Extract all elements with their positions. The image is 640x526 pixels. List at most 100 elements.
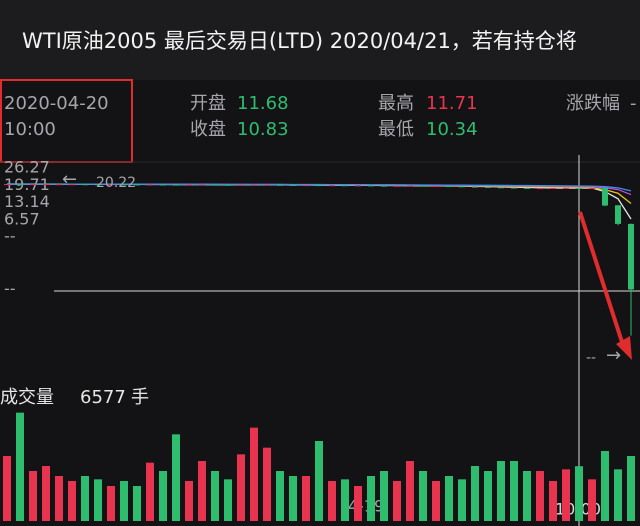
candle-body [394, 185, 400, 187]
candle-body [433, 185, 439, 187]
min-marker-label: -- [586, 350, 596, 366]
volume-bar [588, 479, 596, 521]
volume-bar [315, 441, 323, 521]
volume-bar [276, 471, 284, 521]
volume-bar [16, 412, 24, 521]
volume-bar [523, 471, 531, 521]
price-tick-label: 26.27 [4, 158, 50, 177]
candle-body [615, 205, 621, 224]
volume-bar [419, 471, 427, 521]
candle-body [134, 184, 140, 186]
annotation-arrow [578, 211, 624, 343]
volume-bar [341, 479, 349, 521]
candle-body [576, 187, 582, 189]
volume-bar [172, 434, 180, 521]
candle-body [589, 188, 595, 190]
price-tick-label: 6.57 [4, 209, 40, 228]
candle-body [17, 184, 23, 186]
candle-body [537, 188, 543, 190]
candle-body [251, 184, 257, 186]
candle-body [446, 186, 452, 188]
annotation-arrowhead [616, 336, 632, 360]
price-tick-label: -- [4, 279, 16, 298]
volume-bar [393, 481, 401, 521]
candle-body [43, 184, 49, 186]
volume-bar [81, 476, 89, 521]
candle-body [290, 184, 296, 186]
volume-bar [406, 461, 414, 521]
volume-bar [471, 466, 479, 521]
volume-value: 6577 [80, 387, 126, 408]
volume-bar [159, 471, 167, 521]
volume-bar [562, 469, 570, 521]
volume-bar [29, 471, 37, 521]
quote-time: 10:00 [4, 119, 56, 140]
volume-bar [497, 461, 505, 521]
volume-bar [484, 471, 492, 521]
moving-average-line [7, 183, 632, 192]
min-marker-arrow: → [606, 345, 621, 366]
candle-body [4, 184, 10, 186]
volume-bar [354, 486, 362, 521]
volume-label: 成交量 [0, 387, 54, 408]
time-label: 4-19 [348, 497, 384, 516]
candle-body [316, 185, 322, 187]
candle-body [56, 184, 62, 186]
volume-bar [627, 456, 635, 521]
candle-body [277, 184, 283, 186]
candle-body [485, 186, 491, 188]
candle-body [329, 185, 335, 187]
low-value: 10.34 [426, 119, 478, 140]
volume-bar [614, 469, 622, 521]
volume-bar [289, 476, 297, 521]
close-value: 10.83 [237, 119, 289, 140]
volume-bar [445, 476, 453, 521]
candle-body [472, 186, 478, 188]
banner[interactable] [0, 0, 640, 80]
candle-body [524, 187, 530, 189]
candle-body [69, 184, 75, 186]
candle-body [30, 184, 36, 186]
volume-bar [42, 466, 50, 521]
candle-body [108, 184, 114, 186]
volume-bar [601, 451, 609, 521]
change-label: 涨跌幅 [566, 93, 620, 114]
volume-bar [458, 479, 466, 521]
candle-body [355, 185, 361, 187]
volume-bar [549, 481, 557, 521]
candle-body [173, 184, 179, 186]
candle-body [212, 184, 218, 186]
candle-body [420, 185, 426, 187]
candle-body [368, 185, 374, 187]
candle-body [563, 187, 569, 189]
candle-body [602, 188, 608, 206]
price-tick-label: 13.14 [4, 192, 50, 211]
volume-unit: 手 [131, 387, 149, 408]
volume-bar [133, 486, 141, 521]
quote-date: 2020-04-20 [4, 93, 109, 114]
high-value: 11.71 [426, 93, 478, 114]
volume-bar [302, 476, 310, 521]
candle-body [95, 184, 101, 186]
banner-text: WTI原油2005 最后交易日(LTD) 2020/04/21，若有持仓将 [22, 29, 577, 53]
volume-bar [94, 479, 102, 521]
volume-bar [146, 462, 154, 521]
volume-bar [224, 479, 232, 521]
max-marker-arrow: ← [62, 169, 77, 190]
candle-body [498, 187, 504, 189]
candle-body [186, 184, 192, 186]
candle-body [225, 184, 231, 186]
close-label: 收盘 [190, 119, 226, 140]
price-tick-label: -- [4, 227, 16, 246]
candle-body [199, 184, 205, 186]
candle-body [381, 185, 387, 187]
volume-bar [367, 476, 375, 521]
volume-bar [120, 481, 128, 521]
candle-body [264, 184, 270, 186]
volume-bar [536, 471, 544, 521]
open-value: 11.68 [237, 93, 289, 114]
candle-body [407, 185, 413, 187]
